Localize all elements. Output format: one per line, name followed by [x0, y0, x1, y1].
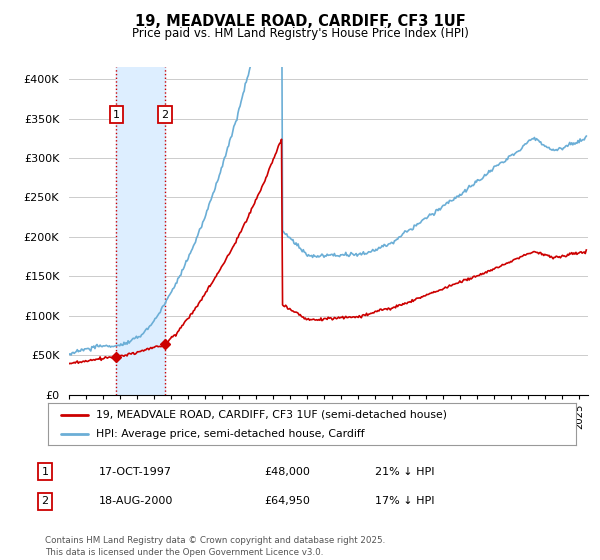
- Text: 2: 2: [161, 110, 169, 120]
- Text: Price paid vs. HM Land Registry's House Price Index (HPI): Price paid vs. HM Land Registry's House …: [131, 27, 469, 40]
- Text: 19, MEADVALE ROAD, CARDIFF, CF3 1UF: 19, MEADVALE ROAD, CARDIFF, CF3 1UF: [134, 14, 466, 29]
- Text: 17-OCT-1997: 17-OCT-1997: [99, 466, 172, 477]
- Text: 2: 2: [41, 496, 49, 506]
- Text: 1: 1: [41, 466, 49, 477]
- Text: £64,950: £64,950: [264, 496, 310, 506]
- Text: Contains HM Land Registry data © Crown copyright and database right 2025.
This d: Contains HM Land Registry data © Crown c…: [45, 536, 385, 557]
- Text: HPI: Average price, semi-detached house, Cardiff: HPI: Average price, semi-detached house,…: [95, 429, 364, 439]
- Bar: [116, 67, 165, 395]
- Text: 1: 1: [113, 110, 120, 120]
- Text: 17% ↓ HPI: 17% ↓ HPI: [375, 496, 434, 506]
- Text: 19, MEADVALE ROAD, CARDIFF, CF3 1UF (semi-detached house): 19, MEADVALE ROAD, CARDIFF, CF3 1UF (sem…: [95, 409, 446, 419]
- Text: £48,000: £48,000: [264, 466, 310, 477]
- Text: 18-AUG-2000: 18-AUG-2000: [99, 496, 173, 506]
- Text: 21% ↓ HPI: 21% ↓ HPI: [375, 466, 434, 477]
